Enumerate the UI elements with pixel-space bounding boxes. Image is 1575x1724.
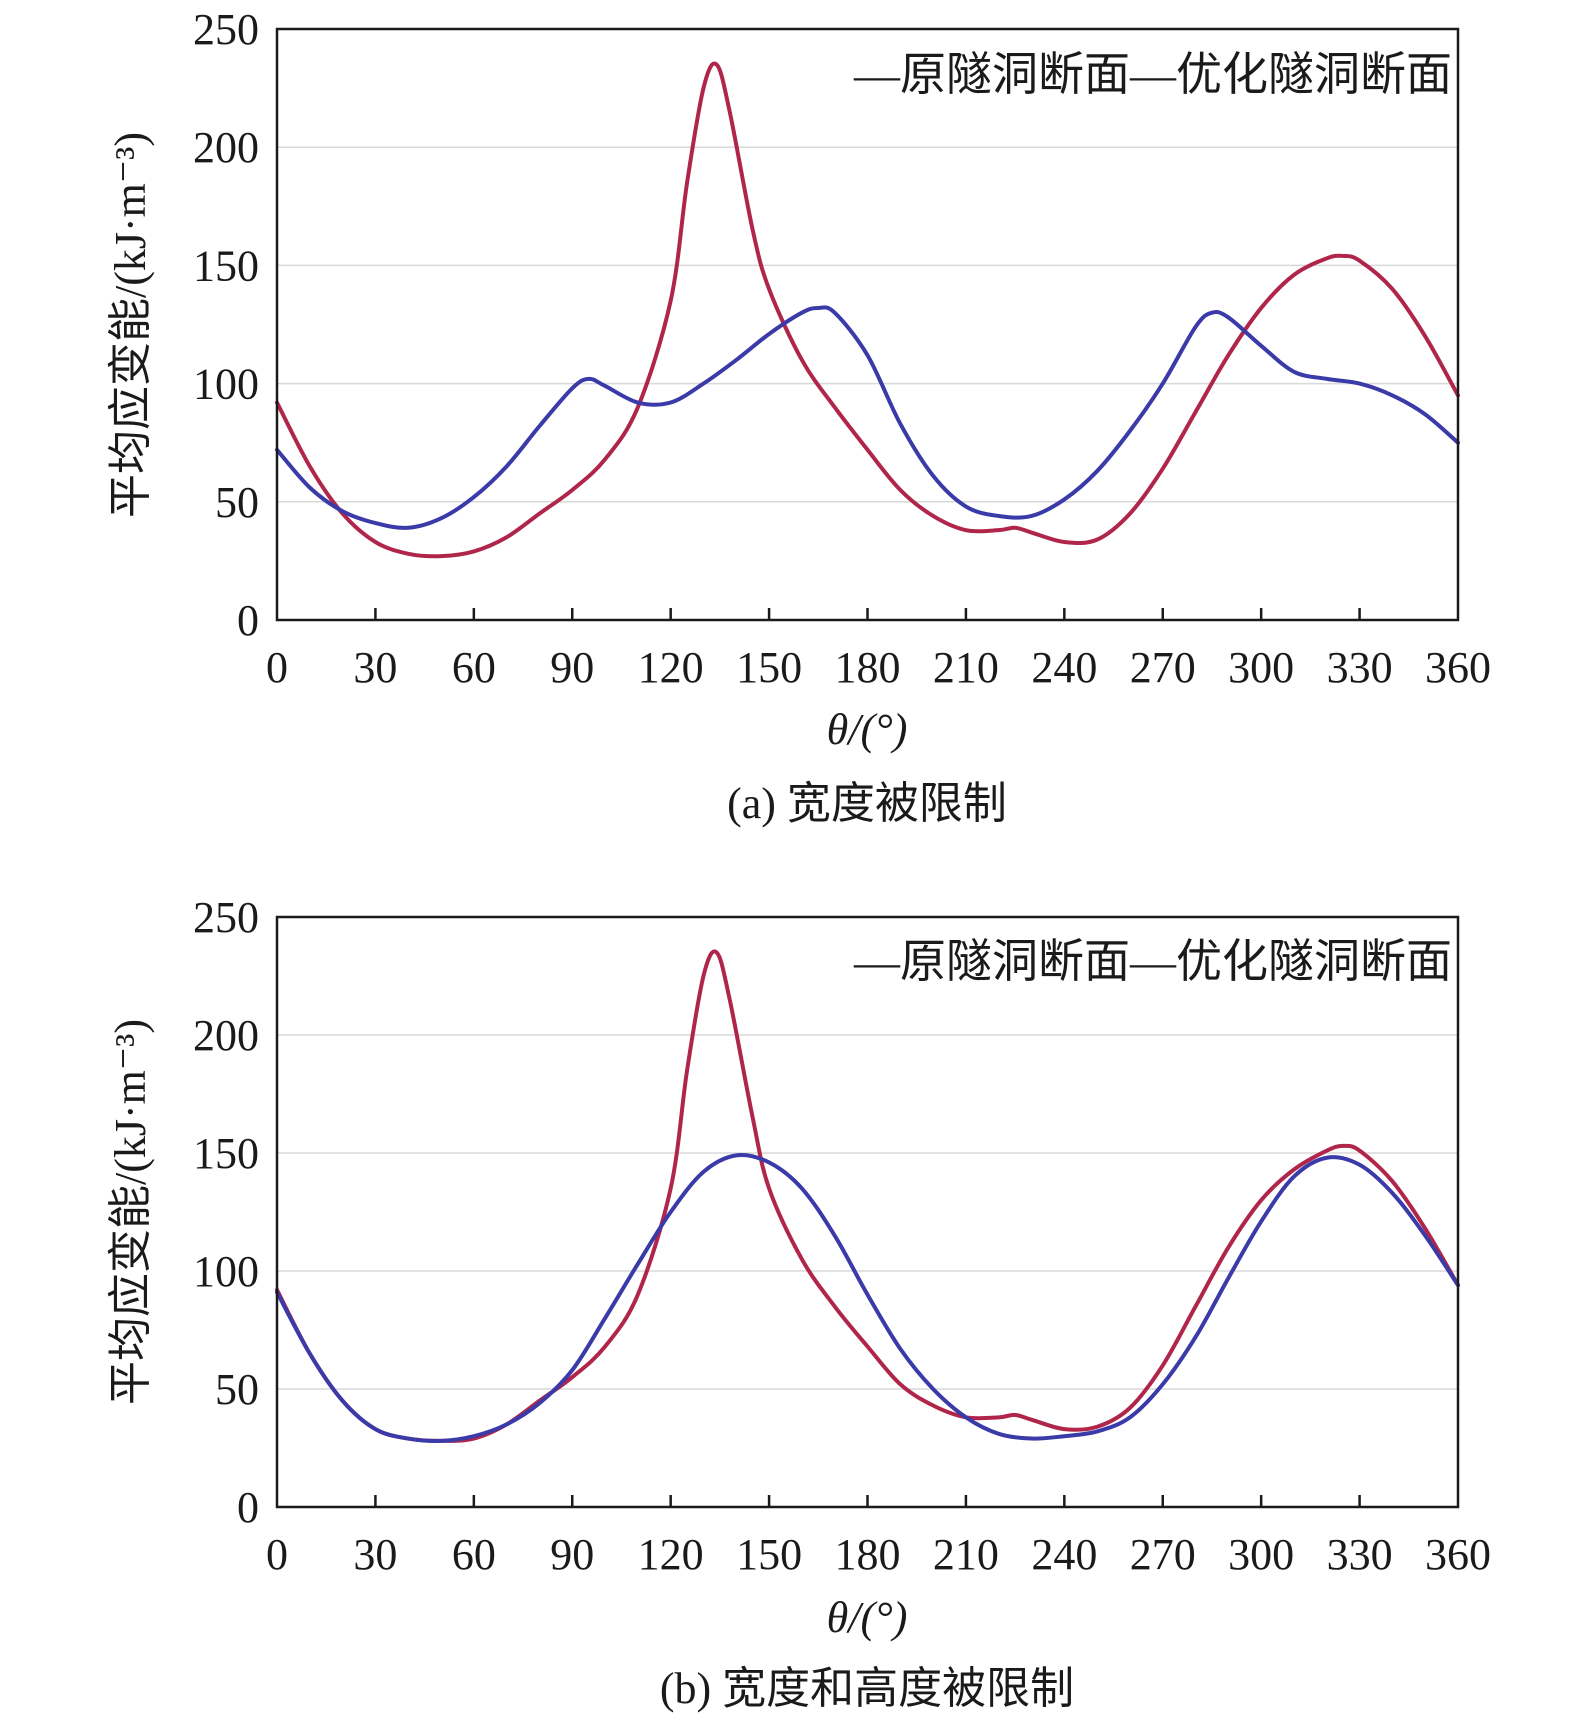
y-tick-labels-b: 0 50 100 150 200 250 [193,893,259,1532]
y-tick-label: 0 [237,596,259,645]
caption-a: (a) 宽度被限制 [727,779,1007,828]
series-line-optimized [275,1152,1460,1444]
x-tick-label: 150 [736,1530,802,1579]
y-tick-label: 100 [193,1247,259,1296]
series-line-original [275,61,1460,559]
x-tick-labels-b: 0 30 60 90 120 150 180 210 240 270 300 330 360 [266,1530,1491,1579]
y-tick-label: 0 [237,1483,259,1532]
x-tick-label: 210 [933,643,999,692]
x-axis-title-a: θ/(°) [827,705,908,754]
x-tick-label: 150 [736,643,802,692]
gridlines-b [277,1034,1458,1390]
x-tick-label: 60 [452,1530,496,1579]
y-tick-label: 150 [193,241,259,290]
chart-panel-a: 0 50 100 150 200 250 0 30 60 90 120 150 180 210 240 27… [106,5,1491,828]
series-line-optimized [275,305,1460,530]
plot-frame-b [275,915,1460,1509]
x-tick-label: 30 [353,1530,397,1579]
x-tick-label: 360 [1425,1530,1491,1579]
legend-a: —原隧洞断面—优化隧洞断面 [853,49,1452,100]
y-tick-labels-a: 0 50 100 150 200 250 [193,5,259,645]
series-group-a [275,61,1460,559]
x-tick-label: 240 [1031,643,1097,692]
y-tick-label: 50 [215,1365,259,1414]
x-tick-label: 270 [1130,1530,1196,1579]
x-tick-label: 120 [638,643,704,692]
y-tick-label: 250 [193,893,259,942]
legend-b: —原隧洞断面—优化隧洞断面 [853,936,1452,987]
plot-frame-a [275,27,1460,622]
x-tick-label: 0 [266,643,288,692]
x-tick-label: 330 [1327,643,1393,692]
y-tick-label: 50 [215,478,259,527]
x-tick-label: 300 [1228,643,1294,692]
x-tick-label: 120 [638,1530,704,1579]
y-axis-title-b: 平均应变能/(kJ·m⁻³) [106,1019,155,1405]
x-tick-label: 210 [933,1530,999,1579]
x-tick-label: 90 [550,643,594,692]
x-tick-label: 0 [266,1530,288,1579]
x-tick-labels-a: 0 30 60 90 120 150 180 210 240 270 300 330 360 [266,643,1491,692]
y-axis-title-a: 平均应变能/(kJ·m⁻³) [106,132,155,518]
y-tick-label: 200 [193,1011,259,1060]
gridlines-a [277,146,1458,503]
x-tick-label: 330 [1327,1530,1393,1579]
ticks-a [374,608,1361,620]
x-tick-label: 360 [1425,643,1491,692]
x-tick-label: 90 [550,1530,594,1579]
x-tick-label: 180 [835,643,901,692]
x-tick-label: 300 [1228,1530,1294,1579]
ticks-b [374,1495,1361,1507]
x-axis-title-b: θ/(°) [827,1593,908,1642]
y-tick-label: 150 [193,1129,259,1178]
series-line-original [275,949,1460,1443]
x-tick-label: 60 [452,643,496,692]
y-tick-label: 200 [193,123,259,172]
y-tick-label: 100 [193,360,259,409]
series-group-b [275,949,1460,1444]
x-tick-label: 270 [1130,643,1196,692]
x-tick-label: 180 [835,1530,901,1579]
x-tick-label: 30 [353,643,397,692]
y-tick-label: 250 [193,5,259,54]
caption-b: (b) 宽度和高度被限制 [660,1664,1074,1713]
chart-panel-b: 0 50 100 150 200 250 0 30 60 90 120 150 180 210 240 27… [106,893,1491,1713]
x-tick-label: 240 [1031,1530,1097,1579]
